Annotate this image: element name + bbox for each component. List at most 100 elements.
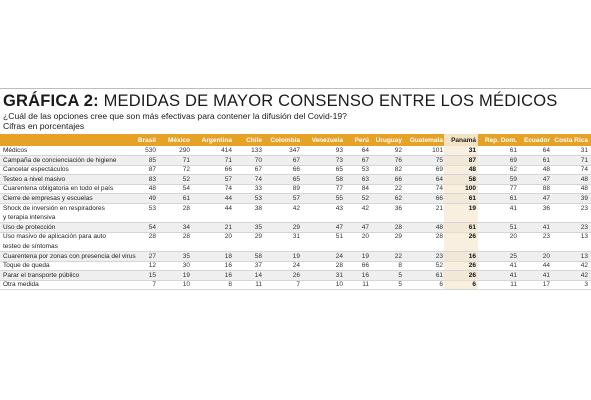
highlight-column-band <box>444 193 478 204</box>
chart-title-lead: GRÁFICA 2: <box>3 92 99 110</box>
table-cell: 66 <box>224 166 232 174</box>
table-cell: 62 <box>509 166 517 174</box>
table-cell: 54 <box>148 223 156 231</box>
table-cell: 14 <box>254 271 262 279</box>
table-cell: 64 <box>542 147 550 154</box>
table-cell: 19 <box>292 252 300 260</box>
table-cell: 66 <box>394 175 402 183</box>
table-cell: 66 <box>435 194 443 202</box>
table-cell: 74 <box>254 175 262 183</box>
table-cell: 49 <box>148 194 156 202</box>
table-cell: 52 <box>435 262 443 270</box>
table-cell: 48 <box>468 166 476 174</box>
table-cell: 13 <box>580 252 588 260</box>
table-cell: 62 <box>394 194 402 202</box>
table-cell: 19 <box>361 252 369 260</box>
row-divider <box>0 174 591 175</box>
table-cell: 53 <box>361 166 369 174</box>
table-body: Médicos 530 290 414 133 347 93 64 92 101 31 61 64 31 C… <box>0 146 591 290</box>
row-divider <box>0 289 591 290</box>
table-cell: 34 <box>182 223 190 231</box>
table-cell: 87 <box>468 156 476 164</box>
table-cell: 29 <box>254 233 262 241</box>
table-cell: 39 <box>580 194 588 202</box>
table-cell: 66 <box>292 166 300 174</box>
row-divider <box>0 183 591 185</box>
table-cell: 10 <box>182 281 190 289</box>
highlight-column-band <box>444 165 478 175</box>
table-cell: 26 <box>468 233 476 241</box>
column-header: Uruguay <box>375 136 402 144</box>
row-label: Uso de protección <box>3 223 56 231</box>
table-cell: 54 <box>182 185 190 193</box>
table-cell: 16 <box>361 271 369 279</box>
table-cell: 28 <box>182 233 190 241</box>
table-cell: 74 <box>435 185 443 193</box>
table-cell: 11 <box>510 281 517 289</box>
table-cell: 24 <box>335 252 343 260</box>
row-divider <box>0 155 591 156</box>
table-cell: 41 <box>509 204 517 212</box>
highlight-column-band <box>444 146 478 156</box>
table-cell: 20 <box>224 233 232 241</box>
table-cell: 6 <box>439 281 443 289</box>
row-divider <box>0 193 591 194</box>
table-cell: 44 <box>542 262 550 270</box>
table-cell: 31 <box>580 147 588 154</box>
table-cell: 38 <box>254 204 262 212</box>
table-cell: 48 <box>580 175 588 183</box>
row-divider <box>0 164 591 166</box>
table-cell: 61 <box>435 271 443 279</box>
table-cell: 347 <box>289 147 300 154</box>
table-row: Toque de queda 12 30 16 37 24 28 66 8 52 26 41 44 42 <box>0 261 591 271</box>
table-cell: 71 <box>580 156 588 164</box>
table-cell: 19 <box>468 204 476 212</box>
table-cell: 51 <box>335 233 343 241</box>
table-cell: 33 <box>254 185 262 193</box>
table-cell: 20 <box>542 252 550 260</box>
column-header: Guatemala <box>409 136 443 144</box>
table-cell: 53 <box>148 204 156 212</box>
table-cell: 47 <box>335 223 343 231</box>
table-cell: 58 <box>468 175 476 183</box>
table-cell: 31 <box>468 147 476 154</box>
table-cell: 36 <box>394 204 402 212</box>
table-cell: 67 <box>254 166 262 174</box>
table-cell: 27 <box>148 252 156 260</box>
table-cell: 87 <box>148 166 156 174</box>
column-header: Brasil <box>137 136 156 144</box>
table-cell: 26 <box>292 271 300 279</box>
table-cell: 41 <box>509 271 517 279</box>
column-header: Costa Rica <box>554 136 588 144</box>
table-cell: 52 <box>182 175 190 183</box>
table-cell: 41 <box>509 262 517 270</box>
row-label: Cuarentena por zonas con presencia del v… <box>3 252 136 260</box>
table-cell: 73 <box>335 156 343 164</box>
table-cell: 20 <box>509 233 517 241</box>
row-label: Campaña de concienciación de higiene <box>3 156 117 164</box>
highlight-column-band <box>444 184 478 194</box>
table-cell: 16 <box>224 271 232 279</box>
table-header: Brasil México Argentina Chile Colombia Venezu… <box>0 134 591 146</box>
table-cell: 23 <box>435 252 443 260</box>
chart-title: GRÁFICA 2: MEDIDAS DE MAYOR CONSENSO ENT… <box>3 92 557 110</box>
table-cell: 51 <box>509 223 517 231</box>
table-cell: 53 <box>254 194 262 202</box>
top-divider <box>0 88 591 89</box>
table-row: Médicos 530 290 414 133 347 93 64 92 101 31 61 64 31 <box>0 146 591 156</box>
table-row: Uso de protección 54 34 21 35 29 47 47 28 48 61 51 4… <box>0 222 591 233</box>
table-cell: 71 <box>224 156 232 164</box>
table-row: Uso masivo de aplicación para auto testeo… <box>0 232 591 252</box>
table-cell: 89 <box>292 185 300 193</box>
row-label: Médicos <box>3 147 28 154</box>
row-divider <box>0 279 591 281</box>
table-cell: 41 <box>542 271 550 279</box>
table-cell: 37 <box>254 262 262 270</box>
table-cell: 67 <box>361 156 369 164</box>
chart-subtitle: ¿Cuál de las opciones cree que son más e… <box>3 111 347 121</box>
table-cell: 23 <box>580 204 588 212</box>
column-header: Panamá <box>451 136 476 144</box>
table-cell: 48 <box>435 223 443 231</box>
table-cell: 10 <box>335 281 343 289</box>
table-cell: 64 <box>435 175 443 183</box>
